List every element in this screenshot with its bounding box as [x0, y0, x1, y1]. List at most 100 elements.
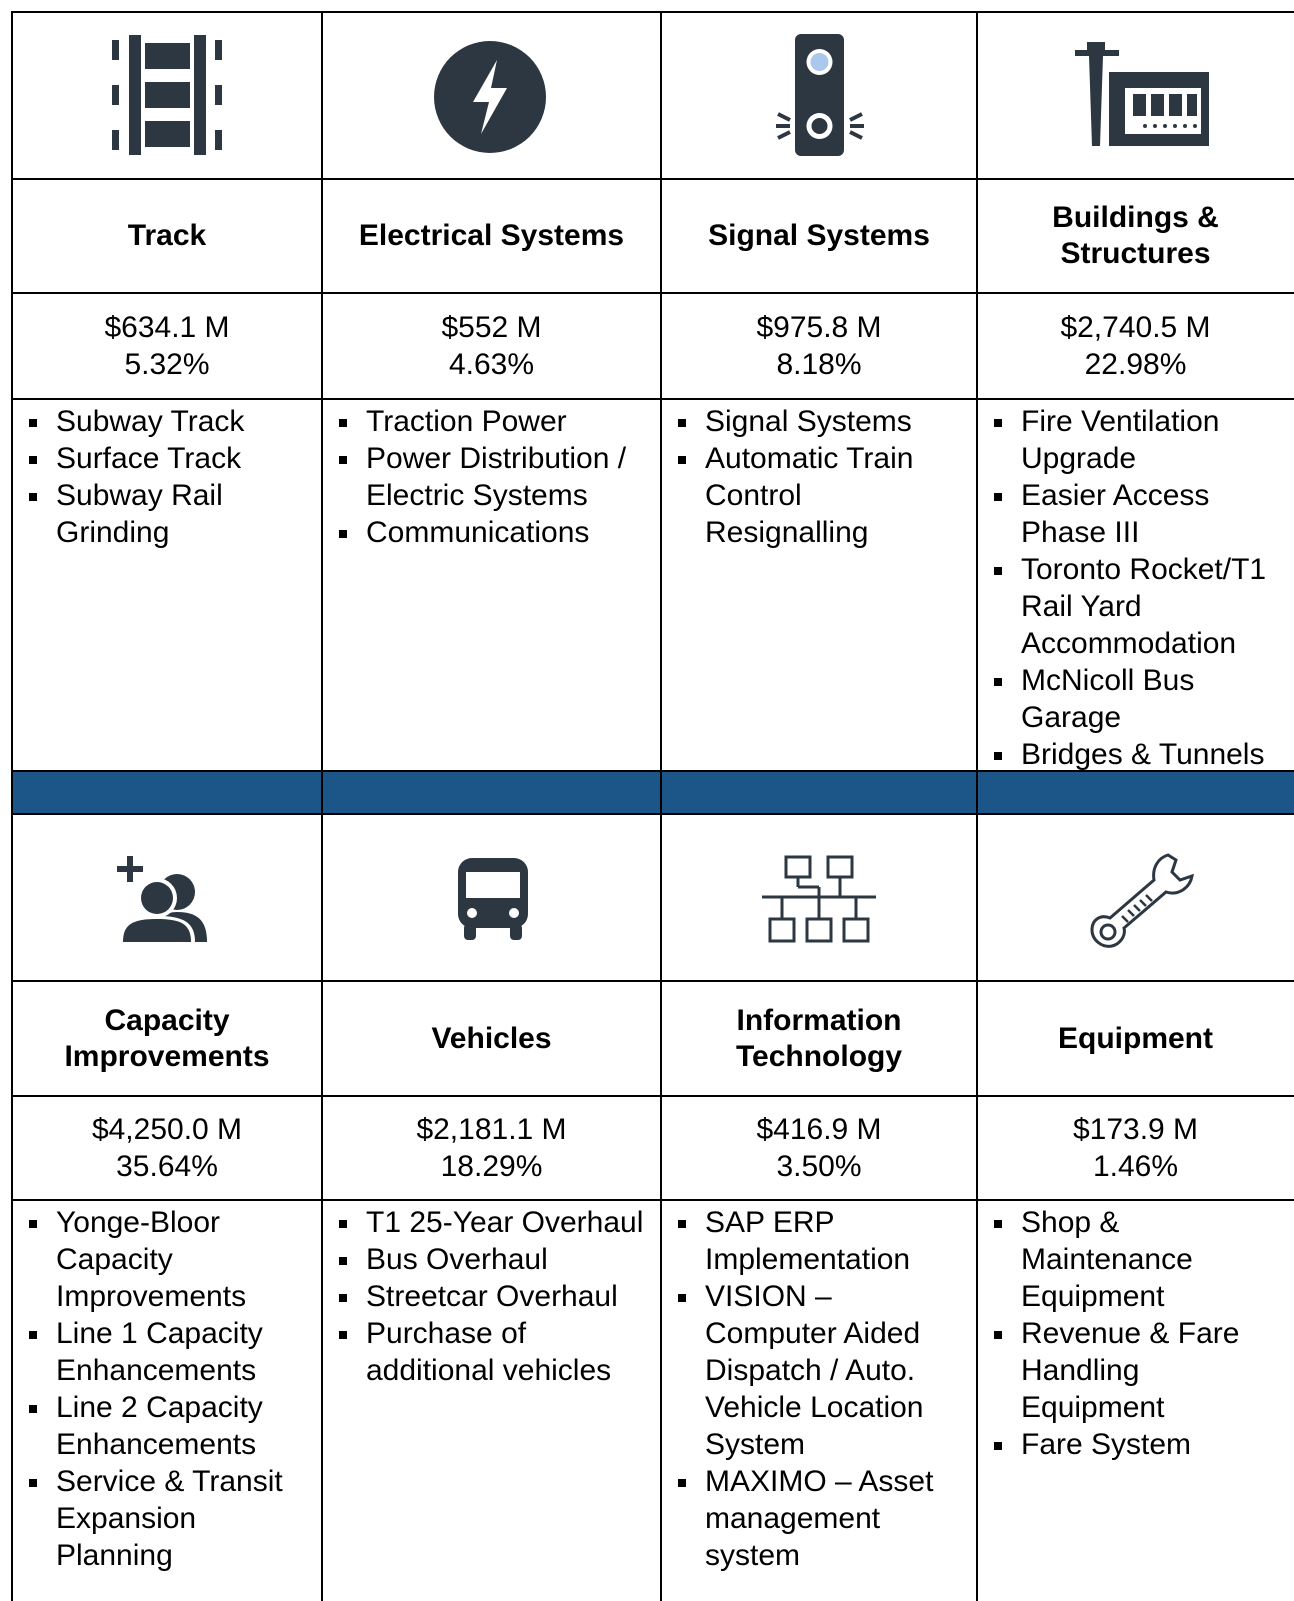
amount: $2,740.5 M	[1060, 311, 1211, 344]
list-item: MAXIMO – Asset management system	[661, 1463, 971, 1574]
item-text: Signal Systems	[705, 405, 912, 438]
item-text: Streetcar Overhaul	[366, 1280, 618, 1313]
amount: $4,250.0 M	[91, 1113, 243, 1146]
item-text: Power Distribution / Electric Systems	[366, 442, 627, 512]
bullet	[994, 1331, 1002, 1339]
bullet	[678, 456, 686, 464]
page: {"rows": [ {"cells": [ {"title": "Track"…	[11, 11, 1294, 1601]
item-text: Revenue & Fare Handling Equipment	[1021, 1317, 1240, 1424]
list-item: Fire Ventilation Upgrade	[977, 403, 1288, 477]
track-icon	[112, 35, 222, 155]
item-text: SAP ERP Implementation	[705, 1206, 911, 1276]
bullet	[994, 678, 1002, 686]
category-title: Vehicles	[431, 1021, 552, 1055]
electrical-icon	[434, 41, 546, 153]
category-title: Signal Systems	[708, 219, 930, 252]
bullet	[339, 456, 347, 464]
list-item: Signal Systems	[661, 403, 971, 440]
item-text: T1 25-Year Overhaul	[366, 1206, 644, 1239]
bus-icon	[458, 858, 528, 940]
item-text: Easier Access Phase III	[1021, 479, 1210, 549]
bullet	[339, 1257, 347, 1265]
list-item: Service & Transit Expansion Planning	[12, 1463, 316, 1574]
percent: 22.98%	[1084, 348, 1187, 381]
category-budget: $2,740.5 M 22.98%	[977, 293, 1294, 399]
item-list: Subway Track Surface Track Subway Rail Gri…	[12, 401, 322, 551]
item-text: Line 2 Capacity Enhancements	[56, 1391, 263, 1461]
item-text: MAXIMO – Asset management system	[705, 1465, 934, 1572]
item-text: Shop & Maintenance Equipment	[1021, 1206, 1193, 1313]
bullet	[994, 567, 1002, 575]
v-border	[11, 11, 13, 1601]
list-item: Purchase of additional vehicles	[322, 1315, 655, 1389]
category-budget: $2,181.1 M 18.29%	[322, 1096, 661, 1200]
list-item: Traction Power	[322, 403, 655, 440]
v-border	[976, 11, 978, 1601]
bullet	[29, 419, 37, 427]
category-budget: $4,250.0 M 35.64%	[12, 1096, 322, 1200]
bullet	[678, 1294, 686, 1302]
item-text: Bus Overhaul	[366, 1243, 548, 1276]
bullet	[29, 1331, 37, 1339]
bullet	[29, 1479, 37, 1487]
amount: $416.9 M	[756, 1113, 882, 1146]
percent: 35.64%	[116, 1150, 218, 1183]
item-text: VISION – Computer Aided Dispatch / Auto.…	[705, 1280, 924, 1461]
capacity-icon	[117, 856, 207, 942]
percent: 3.50%	[776, 1150, 862, 1183]
h-border	[12, 292, 1294, 294]
item-list: Traction Power Power Distribution / Elect…	[322, 401, 661, 551]
item-text: McNicoll Bus Garage	[1021, 664, 1195, 734]
item-text: Yonge-Bloor Capacity Improvements	[56, 1206, 247, 1313]
list-item: Subway Track	[12, 403, 316, 440]
bullet	[994, 1442, 1002, 1450]
bullet	[29, 456, 37, 464]
bullet	[29, 1405, 37, 1413]
item-list: Shop & Maintenance Equipment Revenue & Fa…	[977, 1202, 1294, 1463]
list-item: Bridges & Tunnels	[977, 736, 1288, 773]
percent: 8.18%	[776, 348, 862, 381]
list-item: Surface Track	[12, 440, 316, 477]
building-icon	[1075, 42, 1209, 146]
item-list: Yonge-Bloor Capacity Improvements Line 1 …	[12, 1202, 322, 1574]
v-border	[660, 11, 662, 1601]
category-title: Information Technology	[735, 1003, 903, 1073]
item-text: Traction Power	[366, 405, 567, 438]
h-border	[12, 11, 1294, 13]
h-border	[12, 770, 1294, 772]
bullet	[339, 530, 347, 538]
v-border	[321, 11, 323, 1601]
h-border	[12, 398, 1294, 400]
item-text: Communications	[366, 516, 590, 549]
category-title: Track	[127, 219, 207, 252]
amount: $634.1 M	[104, 311, 230, 344]
percent: 18.29%	[440, 1150, 543, 1183]
percent: 1.46%	[1092, 1150, 1179, 1183]
list-item: Line 1 Capacity Enhancements	[12, 1315, 316, 1389]
list-item: Bus Overhaul	[322, 1241, 655, 1278]
bullet	[678, 1220, 686, 1228]
bullet	[29, 493, 37, 501]
wrench-icon	[1090, 853, 1194, 948]
item-list: T1 25-Year Overhaul Bus Overhaul Streetcar…	[322, 1202, 661, 1389]
category-title: Electrical Systems	[358, 219, 625, 252]
category-budget: $552 M 4.63%	[322, 293, 661, 399]
list-item: VISION – Computer Aided Dispatch / Auto.…	[661, 1278, 971, 1463]
signal-icon	[776, 34, 864, 156]
amount: $975.8 M	[756, 311, 882, 344]
list-item: Power Distribution / Electric Systems	[322, 440, 655, 514]
bullet	[339, 419, 347, 427]
item-list: Fire Ventilation Upgrade Easier Access Ph…	[977, 401, 1294, 773]
category-title: Equipment	[1058, 1021, 1213, 1055]
bullet	[678, 419, 686, 427]
item-text: Fare System	[1021, 1428, 1192, 1461]
h-border	[12, 178, 1294, 180]
percent: 4.63%	[448, 348, 535, 381]
item-text: Surface Track	[56, 442, 242, 475]
item-text: Fire Ventilation Upgrade	[1021, 405, 1220, 475]
separator-band	[12, 771, 1294, 814]
list-item: Fare System	[977, 1426, 1288, 1463]
item-text: Bridges & Tunnels	[1021, 738, 1265, 771]
item-text: Purchase of additional vehicles	[366, 1317, 612, 1387]
item-text: Line 1 Capacity Enhancements	[56, 1317, 263, 1387]
